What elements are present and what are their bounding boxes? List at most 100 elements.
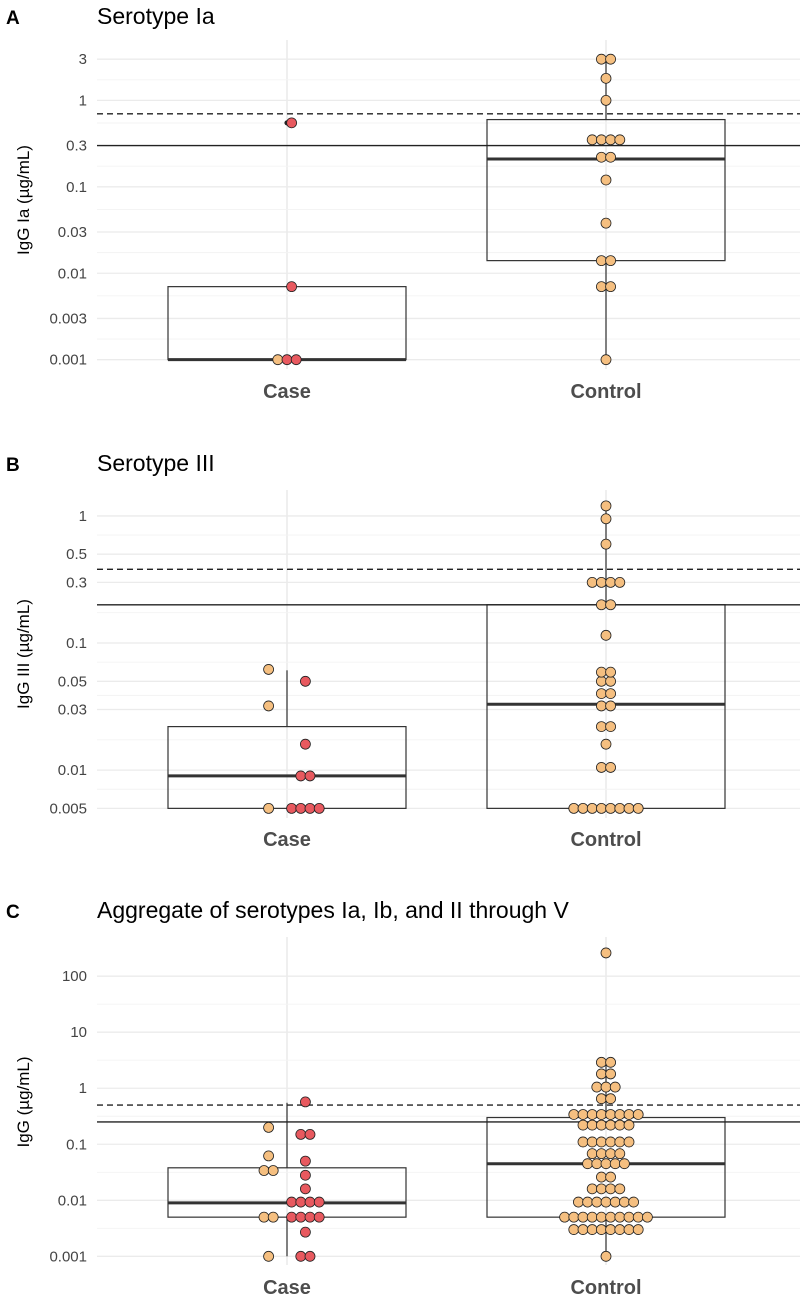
data-point-case xyxy=(313,802,325,814)
data-point-control xyxy=(600,629,612,641)
data-point-control xyxy=(614,1136,626,1148)
data-point-control xyxy=(632,802,644,814)
gridlines-b xyxy=(97,490,800,818)
data-point-control xyxy=(596,1056,607,1068)
data-point-case xyxy=(286,1196,298,1208)
data-point-control xyxy=(605,688,616,700)
data-point-control xyxy=(600,1196,612,1208)
points-a xyxy=(272,53,626,366)
y-tick-label: 0.001 xyxy=(49,352,87,369)
y-tick-label: 0.01 xyxy=(58,1192,87,1209)
data-point-case xyxy=(313,1211,325,1223)
data-point-control xyxy=(614,576,626,588)
data-point-control xyxy=(605,255,616,267)
data-point-control xyxy=(596,576,607,588)
data-point-case xyxy=(258,1211,270,1223)
data-point-control xyxy=(600,1158,612,1170)
data-point-control xyxy=(609,1196,621,1208)
data-point-control xyxy=(605,1224,616,1235)
data-point-control xyxy=(605,1171,616,1183)
y-tick-label: 0.003 xyxy=(49,310,87,327)
y-tick-label: 0.005 xyxy=(49,800,87,817)
data-point-control xyxy=(596,1093,607,1105)
panel-c: C Aggregate of serotypes Ia, Ib, and II … xyxy=(6,897,800,1297)
data-point-case xyxy=(299,1183,311,1195)
data-point-control xyxy=(596,1224,607,1235)
data-point-case xyxy=(263,700,275,712)
data-point-control xyxy=(577,1211,589,1223)
data-point-control xyxy=(614,1119,626,1131)
data-point-case xyxy=(304,1196,316,1208)
data-point-control xyxy=(596,762,607,773)
data-point-control xyxy=(568,1109,580,1120)
data-point-case xyxy=(304,802,316,814)
data-point-control xyxy=(614,802,626,814)
data-point-control xyxy=(586,1136,598,1148)
data-point-control xyxy=(623,1109,635,1120)
data-point-control xyxy=(605,1093,616,1105)
data-point-control xyxy=(600,738,612,750)
y-tick-label: 0.01 xyxy=(58,265,87,282)
data-point-control xyxy=(568,1211,580,1223)
data-point-case xyxy=(281,354,293,366)
data-point-control xyxy=(605,1119,616,1131)
data-point-control xyxy=(596,134,607,146)
data-point-control xyxy=(596,666,607,678)
data-point-control xyxy=(586,1109,598,1120)
data-point-control xyxy=(577,1224,589,1235)
data-point-control xyxy=(605,700,616,712)
data-point-control xyxy=(623,1119,635,1131)
data-point-control xyxy=(596,802,607,814)
data-point-control xyxy=(623,1224,635,1235)
data-point-case xyxy=(295,770,307,782)
data-point-control xyxy=(600,354,612,366)
y-tick-label: 0.05 xyxy=(58,673,87,690)
y-axis-label-b: IgG III (µg/mL) xyxy=(14,599,33,709)
data-point-control xyxy=(614,134,626,146)
data-point-case xyxy=(263,664,275,675)
x-category-label-control: Control xyxy=(570,381,641,403)
data-point-case xyxy=(286,117,298,129)
data-point-control xyxy=(596,1211,607,1223)
data-point-control xyxy=(605,1068,616,1080)
points-b xyxy=(263,500,644,814)
data-point-control xyxy=(582,1196,593,1208)
y-axis-label-c: IgG (µg/mL) xyxy=(14,1056,33,1147)
y-tick-label: 0.1 xyxy=(66,179,87,196)
data-point-control xyxy=(577,1109,589,1120)
data-point-case xyxy=(295,802,307,814)
data-point-control xyxy=(605,721,616,733)
data-point-control xyxy=(609,1081,621,1093)
data-point-control xyxy=(614,1211,626,1223)
x-category-label-case: Case xyxy=(263,1277,311,1297)
y-ticks-b: 0.005 0.01 0.03 0.05 0.1 0.3 0.5 1 xyxy=(49,508,87,817)
data-point-case xyxy=(286,802,298,814)
data-point-case xyxy=(304,1250,316,1262)
data-point-case xyxy=(304,1211,316,1223)
data-point-control xyxy=(600,500,612,512)
y-tick-label: 0.3 xyxy=(66,138,87,155)
data-point-control xyxy=(586,1119,598,1131)
data-point-case xyxy=(263,1250,275,1262)
data-point-case xyxy=(299,675,311,687)
data-point-control xyxy=(605,151,616,163)
data-point-control xyxy=(586,1211,598,1223)
data-point-control xyxy=(600,72,612,84)
data-point-control xyxy=(596,1171,607,1183)
y-tick-label: 1 xyxy=(79,508,87,525)
data-point-control xyxy=(614,1224,626,1235)
data-point-control xyxy=(609,1158,621,1170)
reference-lines-a xyxy=(97,113,800,147)
y-ticks-c: 0.001 0.01 0.1 1 10 100 xyxy=(49,968,87,1265)
data-point-control xyxy=(614,1109,626,1120)
data-point-control xyxy=(573,1196,584,1208)
data-point-control xyxy=(605,675,616,687)
data-point-control xyxy=(596,281,607,293)
data-point-control xyxy=(591,1158,603,1170)
data-point-control xyxy=(586,1183,598,1195)
data-point-control xyxy=(605,1148,616,1160)
data-point-control xyxy=(559,1211,570,1223)
reference-lines-c xyxy=(97,1104,800,1123)
y-tick-label: 0.001 xyxy=(49,1248,87,1265)
data-point-control xyxy=(605,53,616,65)
